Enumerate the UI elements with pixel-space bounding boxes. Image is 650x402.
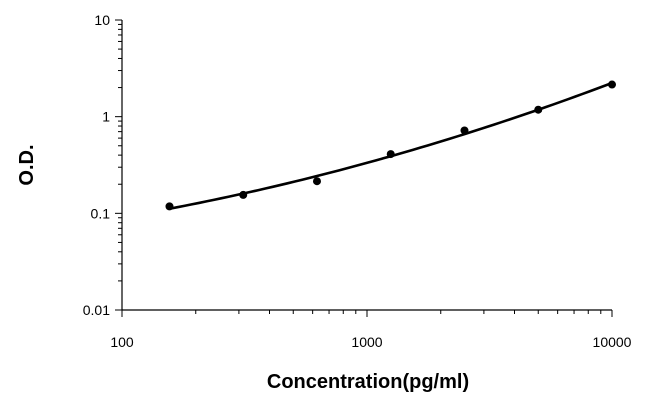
data-points xyxy=(165,80,616,211)
x-tick-label: 1000 xyxy=(351,334,382,350)
y-tick-label: 1 xyxy=(102,109,110,125)
y-tick-label: 0.1 xyxy=(91,205,111,221)
data-point xyxy=(460,126,469,135)
axes xyxy=(121,20,612,311)
fit-curve xyxy=(169,81,613,210)
data-point xyxy=(312,177,321,186)
data-point xyxy=(165,202,174,211)
data-point xyxy=(239,190,248,199)
tick-labels: 0.01 0.1 1 10 100 1000 10000 xyxy=(83,12,632,350)
data-point xyxy=(386,150,395,159)
x-tick-label: 100 xyxy=(110,334,134,350)
x-axis-title: Concentration(pg/ml) xyxy=(267,371,469,393)
x-tick-label: 10000 xyxy=(593,334,632,350)
y-tick-label: 0.01 xyxy=(83,302,110,318)
data-point xyxy=(608,80,616,89)
y-tick-label: 10 xyxy=(94,12,110,28)
tick-marks xyxy=(115,19,613,317)
fit-curve-layer xyxy=(169,81,613,210)
y-axis-title: O.D. xyxy=(16,144,38,185)
data-point xyxy=(534,105,543,114)
